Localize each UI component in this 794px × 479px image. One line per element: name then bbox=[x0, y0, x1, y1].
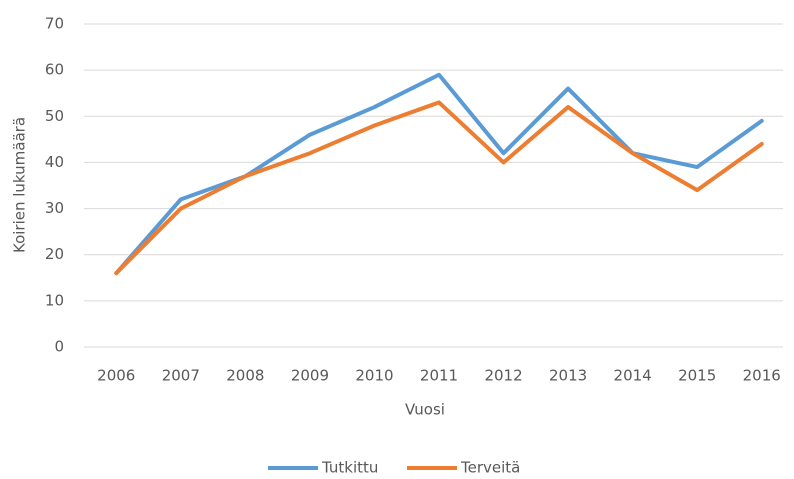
x-tick-label: 2006 bbox=[97, 367, 135, 385]
x-tick-label: 2012 bbox=[484, 367, 522, 385]
x-axis-label: Vuosi bbox=[405, 401, 445, 419]
legend-label: Tutkittu bbox=[321, 459, 378, 477]
y-tick-label: 70 bbox=[45, 15, 64, 33]
legend-label: Terveitä bbox=[460, 459, 520, 477]
series-line bbox=[114, 72, 764, 276]
y-tick-label: 50 bbox=[45, 107, 64, 125]
y-tick-label: 40 bbox=[45, 153, 64, 171]
y-tick-label: 30 bbox=[45, 199, 64, 217]
x-tick-label: 2014 bbox=[614, 367, 652, 385]
x-tick-label: 2011 bbox=[420, 367, 458, 385]
series-line bbox=[114, 100, 764, 276]
y-tick-label: 60 bbox=[45, 61, 64, 79]
x-tick-label: 2016 bbox=[743, 367, 781, 385]
y-tick-label: 0 bbox=[54, 338, 64, 356]
y-axis-label: Koirien lukumäärä bbox=[11, 117, 29, 253]
x-tick-label: 2008 bbox=[226, 367, 264, 385]
y-tick-label: 10 bbox=[45, 291, 64, 309]
x-tick-label: 2010 bbox=[355, 367, 393, 385]
x-tick-label: 2007 bbox=[162, 367, 200, 385]
x-tick-label: 2009 bbox=[291, 367, 329, 385]
x-tick-label: 2013 bbox=[549, 367, 587, 385]
y-tick-label: 20 bbox=[45, 245, 64, 263]
x-tick-label: 2015 bbox=[678, 367, 716, 385]
